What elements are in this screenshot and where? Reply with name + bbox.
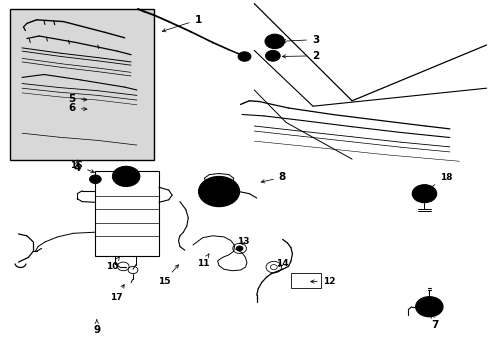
Bar (290, 273, 321, 288)
Text: 4: 4 (73, 160, 81, 173)
Text: 7: 7 (430, 314, 438, 330)
Circle shape (411, 185, 436, 203)
Text: 13: 13 (237, 237, 249, 246)
Circle shape (112, 166, 140, 186)
Circle shape (265, 50, 280, 61)
Text: 16: 16 (69, 161, 94, 173)
Circle shape (214, 188, 224, 195)
Text: 14: 14 (275, 259, 288, 268)
Text: 3: 3 (282, 35, 319, 45)
Text: 8: 8 (261, 172, 285, 183)
Bar (95, 171, 159, 256)
Text: 17: 17 (110, 285, 124, 302)
Text: 1: 1 (162, 15, 201, 32)
Circle shape (270, 38, 279, 45)
Circle shape (198, 176, 239, 207)
Text: 2: 2 (282, 51, 319, 61)
Circle shape (269, 54, 275, 58)
Text: 9: 9 (93, 320, 100, 336)
Text: 15: 15 (157, 265, 178, 286)
Text: 6: 6 (68, 103, 87, 113)
Circle shape (236, 246, 243, 251)
Text: 11: 11 (196, 254, 209, 268)
Circle shape (89, 175, 101, 184)
Text: 12: 12 (310, 277, 335, 286)
Bar (10, 9, 154, 160)
Text: 10: 10 (106, 257, 119, 271)
Circle shape (415, 297, 442, 317)
Text: 5: 5 (68, 94, 87, 104)
Circle shape (264, 34, 284, 49)
Text: 18: 18 (427, 173, 452, 189)
Circle shape (238, 52, 250, 61)
